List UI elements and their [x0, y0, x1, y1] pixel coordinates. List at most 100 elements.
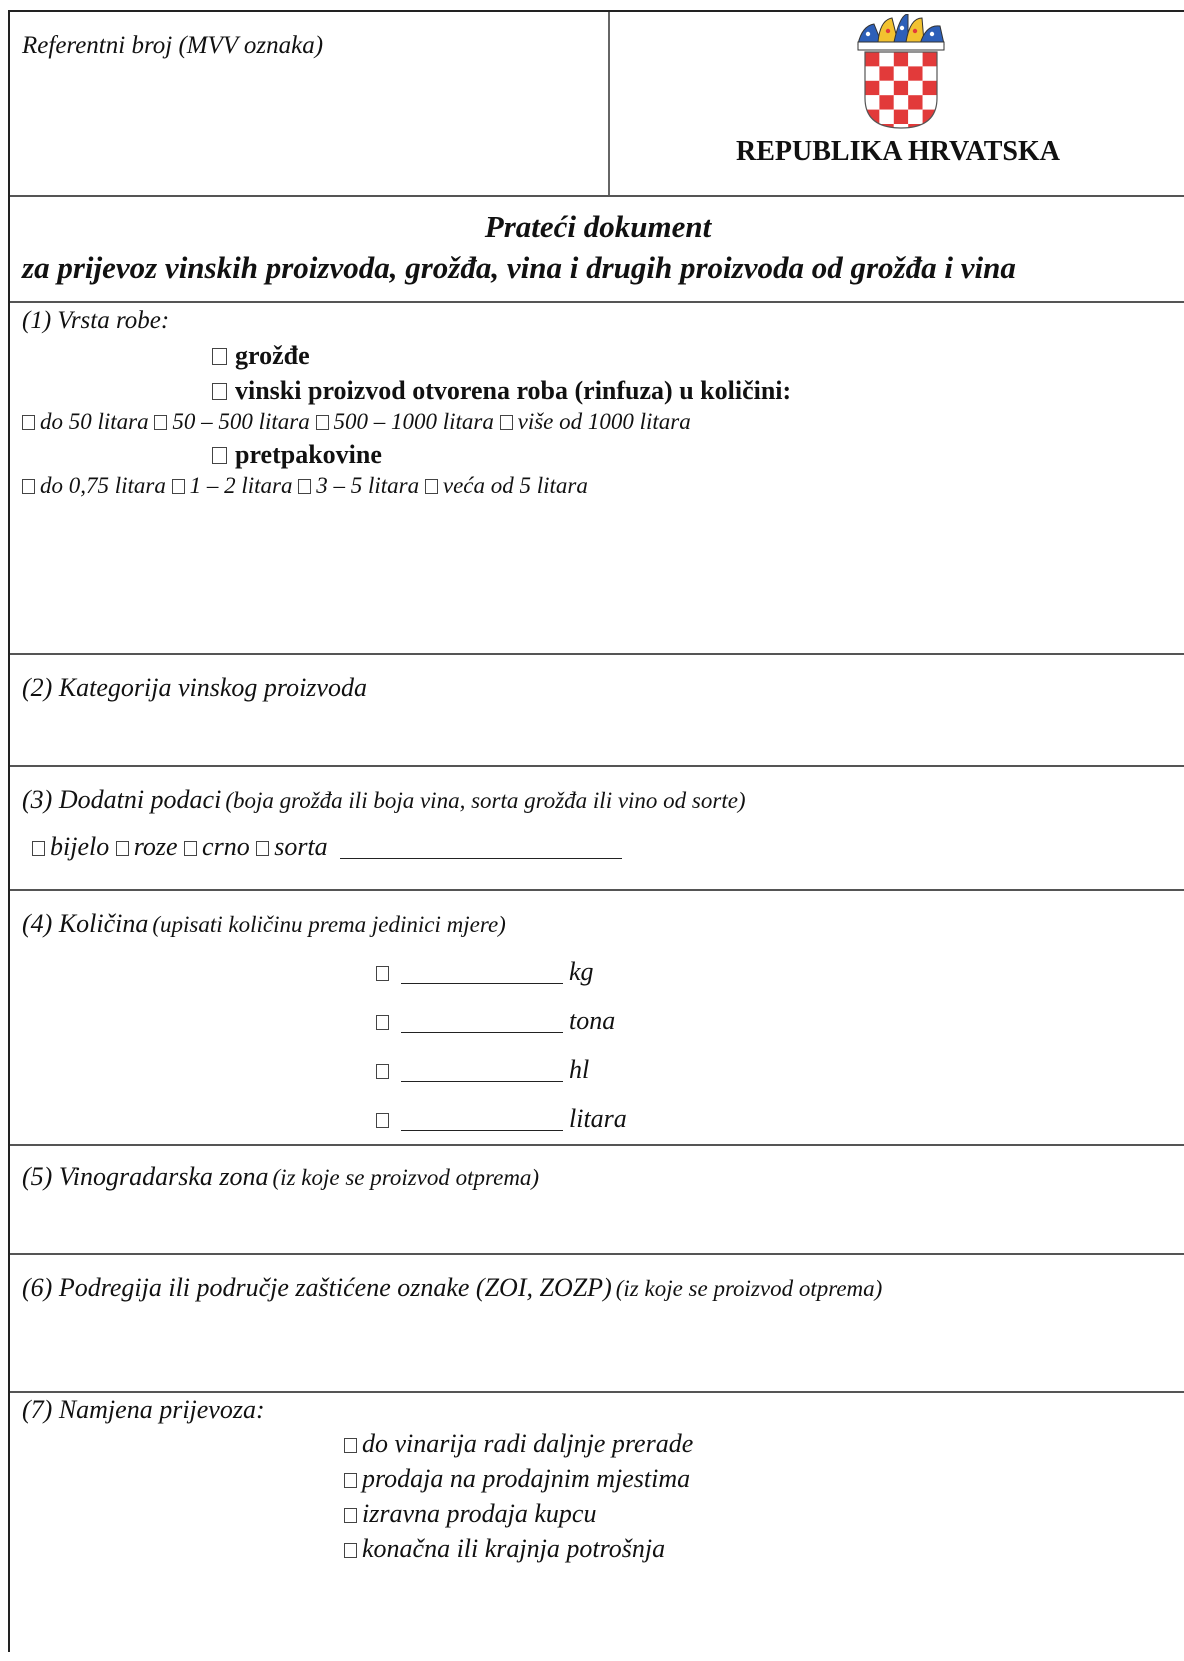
checkbox[interactable]	[22, 415, 35, 430]
subregion-label: (6) Podregija ili područje zaštićene ozn…	[22, 1273, 882, 1303]
bulk-quantity-options: do 50 litara 50 – 500 litara 500 – 1000 …	[22, 409, 691, 435]
section-additional-data: (3) Dodatni podaci (boja grožđa ili boja…	[10, 765, 1184, 891]
checkbox[interactable]	[298, 479, 312, 494]
variety-input[interactable]	[340, 836, 623, 859]
option-label: crno	[202, 832, 250, 861]
checkbox[interactable]	[32, 841, 45, 856]
option-rose[interactable]: roze	[115, 832, 178, 861]
option-label: prodaja na prodajnim mjestima	[362, 1464, 691, 1493]
option-red[interactable]: crno	[184, 832, 250, 861]
option-label: 50 – 500 litara	[172, 409, 310, 434]
checkbox[interactable]	[115, 841, 129, 856]
option-bulk-up-to-50[interactable]: do 50 litara	[22, 409, 149, 434]
option-prepacked-up-to-075[interactable]: do 0,75 litara	[22, 473, 166, 498]
option-label: veća od 5 litara	[442, 473, 588, 498]
option-label: 1 – 2 litara	[189, 473, 293, 498]
option-prepacked-1-2[interactable]: 1 – 2 litara	[171, 473, 293, 498]
checkbox[interactable]	[344, 1508, 357, 1523]
option-bulk-500-1000[interactable]: 500 – 1000 litara	[315, 409, 494, 434]
quantity-row-hl: hl	[376, 1055, 589, 1085]
quantity-input[interactable]	[401, 1010, 563, 1033]
option-label: do 50 litara	[40, 409, 149, 434]
option-retail-sale[interactable]: prodaja na prodajnim mjestima	[344, 1464, 690, 1494]
option-label: vinski proizvod otvorena roba (rinfuza) …	[235, 376, 792, 405]
option-label: 3 – 5 litara	[316, 473, 420, 498]
unit-label: litara	[569, 1104, 627, 1133]
quantity-input[interactable]	[401, 1059, 563, 1082]
checkbox[interactable]	[344, 1438, 357, 1453]
checkbox[interactable]	[376, 1064, 389, 1079]
document-title: Prateći dokument	[484, 209, 712, 244]
section-subregion: (6) Podregija ili područje zaštićene ozn…	[10, 1253, 1184, 1393]
option-label: grožđe	[235, 341, 310, 370]
quantity-note: (upisati količinu prema jedinici mjere)	[152, 912, 506, 937]
option-label: do 0,75 litara	[40, 473, 166, 498]
prepacked-size-options: do 0,75 litara 1 – 2 litara 3 – 5 litara…	[22, 473, 588, 499]
additional-data-title: (3) Dodatni podaci	[22, 785, 222, 814]
option-label: pretpakovine	[235, 440, 382, 469]
checkbox[interactable]	[212, 383, 227, 400]
option-label: 500 – 1000 litara	[333, 409, 494, 434]
option-label: sorta	[274, 832, 328, 861]
header-section: Referentni broj (MVV oznaka) REPUBLIKA H…	[10, 12, 1184, 197]
wine-zone-note: (iz koje se proizvod otprema)	[272, 1165, 540, 1190]
additional-data-label: (3) Dodatni podaci (boja grožđa ili boja…	[22, 785, 746, 815]
checkbox[interactable]	[315, 415, 329, 430]
wine-category-field[interactable]	[14, 711, 1174, 759]
option-bulk-over-1000[interactable]: više od 1000 litara	[499, 409, 691, 434]
checkbox[interactable]	[22, 479, 35, 494]
option-label: bijelo	[50, 832, 110, 861]
option-direct-sale[interactable]: izravna prodaja kupcu	[344, 1499, 596, 1529]
croatian-coat-of-arms-icon	[857, 14, 945, 129]
checkbox[interactable]	[376, 1015, 389, 1030]
option-prepacked[interactable]: pretpakovine	[212, 440, 382, 470]
transport-document-form: Referentni broj (MVV oznaka) REPUBLIKA H…	[8, 10, 1184, 1652]
option-winery-processing[interactable]: do vinarija radi daljnje prerade	[344, 1429, 693, 1459]
option-variety[interactable]: sorta	[256, 832, 328, 861]
additional-data-note: (boja grožđa ili boja vina, sorta grožđa…	[225, 788, 746, 813]
unit-label: hl	[569, 1055, 590, 1084]
subregion-note: (iz koje se proizvod otprema)	[615, 1276, 883, 1301]
section-wine-zone: (5) Vinogradarska zona (iz koje se proiz…	[10, 1144, 1184, 1255]
checkbox[interactable]	[376, 1113, 389, 1128]
unit-label: kg	[569, 957, 594, 986]
quantity-row-kg: kg	[376, 957, 594, 987]
wine-category-label: (2) Kategorija vinskog proizvoda	[22, 673, 367, 702]
option-grapes[interactable]: grožđe	[212, 341, 310, 371]
checkbox[interactable]	[184, 841, 198, 856]
option-label: izravna prodaja kupcu	[362, 1499, 597, 1528]
option-label: roze	[133, 832, 178, 861]
checkbox[interactable]	[154, 415, 168, 430]
section-transport-purpose: (7) Namjena prijevoza: do vinarija radi …	[10, 1391, 1184, 1661]
wine-zone-label: (5) Vinogradarska zona (iz koje se proiz…	[22, 1162, 539, 1192]
wine-zone-field[interactable]	[14, 1200, 1174, 1248]
option-prepacked-3-5[interactable]: 3 – 5 litara	[298, 473, 419, 498]
checkbox[interactable]	[212, 447, 227, 464]
quantity-label: (4) Količina (upisati količinu prema jed…	[22, 909, 506, 939]
checkbox[interactable]	[344, 1473, 357, 1488]
section-goods-type: (1) Vrsta robe: grožđe vinski proizvod o…	[10, 301, 1184, 655]
reference-number-field[interactable]	[14, 72, 604, 190]
option-label: konačna ili krajnja potrošnja	[362, 1534, 666, 1563]
checkbox[interactable]	[344, 1543, 357, 1558]
quantity-title: (4) Količina	[22, 909, 149, 938]
checkbox[interactable]	[376, 966, 389, 981]
option-label: više od 1000 litara	[517, 409, 691, 434]
option-final-consumption[interactable]: konačna ili krajnja potrošnja	[344, 1534, 665, 1564]
option-label: do vinarija radi daljnje prerade	[362, 1429, 694, 1458]
quantity-input[interactable]	[401, 1108, 563, 1131]
checkbox[interactable]	[212, 348, 227, 365]
quantity-input[interactable]	[401, 961, 563, 984]
option-white[interactable]: bijelo	[32, 832, 109, 861]
option-prepacked-over-5[interactable]: veća od 5 litara	[424, 473, 588, 498]
option-bulk-wine[interactable]: vinski proizvod otvorena roba (rinfuza) …	[212, 376, 791, 406]
checkbox[interactable]	[256, 841, 270, 856]
quantity-row-litara: litara	[376, 1104, 627, 1134]
reference-number-label: Referentni broj (MVV oznaka)	[22, 32, 324, 59]
option-bulk-50-500[interactable]: 50 – 500 litara	[154, 409, 310, 434]
checkbox[interactable]	[499, 415, 513, 430]
color-options: bijelo roze crno sorta	[32, 832, 623, 862]
subregion-field[interactable]	[14, 1313, 1174, 1385]
checkbox[interactable]	[424, 479, 438, 494]
checkbox[interactable]	[171, 479, 185, 494]
